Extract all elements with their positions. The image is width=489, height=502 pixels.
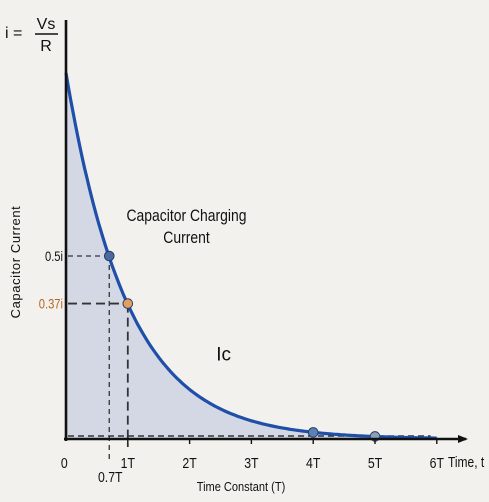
area-under-curve bbox=[66, 73, 437, 439]
x-tick-label-0-7t: 0.7T bbox=[98, 469, 123, 485]
annotation-text: Capacitor Charging bbox=[127, 207, 247, 226]
y-top-denominator: R bbox=[40, 38, 52, 55]
curve-marker bbox=[307, 427, 319, 438]
dashed-guides bbox=[68, 255, 129, 461]
y-axis-label: Capacitor Current bbox=[8, 206, 23, 319]
curve-markers bbox=[103, 250, 381, 442]
curve-marker bbox=[103, 250, 115, 262]
x-axis-label: Time Constant (T) bbox=[197, 479, 286, 494]
x-tick-label: 2T bbox=[182, 455, 197, 471]
y-top-prefix: i = bbox=[5, 25, 22, 42]
x-axis-end-label: Time, t bbox=[448, 454, 484, 471]
x-tick-label: 3T bbox=[244, 455, 259, 471]
x-axis-ticks: 0 1T 2T 3T 4T 5T 6T bbox=[61, 439, 445, 471]
chart-annotations: Capacitor Charging Current Ic bbox=[127, 207, 247, 365]
y-tick-label: 0.37i bbox=[39, 296, 63, 311]
y-tick-label: 0.5i bbox=[45, 249, 63, 264]
curve-marker bbox=[122, 298, 134, 309]
x-tick-label: 4T bbox=[306, 455, 321, 471]
y-top-numerator: Vs bbox=[37, 16, 56, 33]
y-axis-top-label: i = Vs R bbox=[5, 16, 58, 55]
x-tick-label: 6T bbox=[430, 455, 445, 471]
annotation-text: Ic bbox=[216, 344, 231, 365]
x-tick-label: 5T bbox=[368, 455, 383, 471]
y-axis-labels: 0.5i 0.37i bbox=[39, 249, 63, 312]
annotation-text: Current bbox=[163, 229, 210, 248]
x-tick-label: 1T bbox=[121, 455, 136, 471]
x-tick-label: 0 bbox=[61, 455, 68, 471]
